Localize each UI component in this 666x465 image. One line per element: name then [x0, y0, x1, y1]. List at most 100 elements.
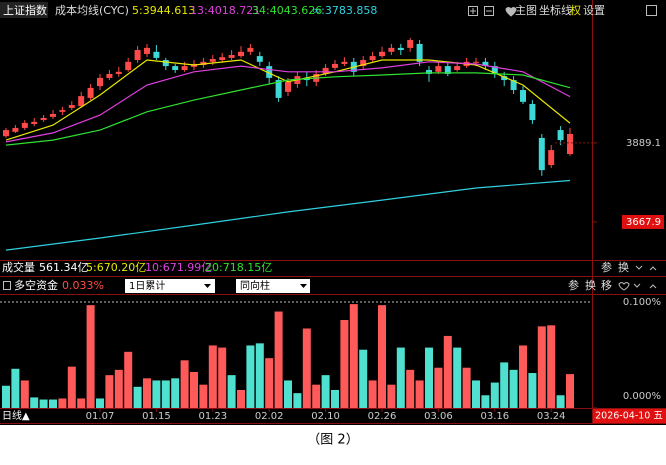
- bar: [77, 398, 86, 408]
- window-button[interactable]: [646, 5, 657, 16]
- caption: （图 2）: [307, 433, 358, 448]
- candle-body: [12, 127, 19, 132]
- candle-body: [491, 66, 498, 74]
- panel-button[interactable]: 移: [601, 279, 612, 292]
- bar: [30, 397, 39, 408]
- bar: [537, 326, 546, 408]
- symbol: 上证指数: [3, 3, 47, 17]
- candle-body: [106, 73, 113, 78]
- y-tick-label: 0.000%: [623, 391, 661, 402]
- panel-button[interactable]: 参: [568, 278, 579, 292]
- dropdown-text[interactable]: 1日累计: [129, 279, 165, 292]
- bar: [96, 398, 104, 408]
- candle-body: [473, 61, 479, 63]
- indicator-name[interactable]: 成本均线(CYC): [55, 3, 129, 17]
- ma-line: [5, 59, 571, 141]
- menu-item[interactable]: 设置: [583, 4, 605, 17]
- bar: [20, 380, 29, 408]
- bar: [58, 398, 67, 408]
- candle-body: [501, 76, 508, 81]
- menu-item[interactable]: 坐标线: [539, 3, 572, 17]
- bar: [387, 384, 396, 408]
- candle-body: [322, 67, 329, 74]
- x-tick-label: 02.02: [255, 411, 284, 422]
- volume-label: 成交量: [2, 260, 35, 274]
- bar: [406, 369, 415, 408]
- panel-button[interactable]: 换: [585, 278, 596, 292]
- panel-icons[interactable]: [618, 282, 657, 291]
- candle-body: [209, 58, 216, 62]
- candle-body: [87, 87, 94, 98]
- panel-icon[interactable]: [3, 281, 11, 290]
- candle-body: [97, 77, 103, 87]
- bar: [124, 351, 133, 408]
- candle-body: [369, 56, 376, 61]
- bar: [321, 375, 330, 408]
- bar: [425, 347, 433, 408]
- symbol-box: [0, 2, 48, 18]
- legend-entry: 5:3944.613: [132, 4, 195, 17]
- bar: [133, 386, 142, 408]
- ma-line: [5, 72, 571, 146]
- candle-body: [256, 56, 263, 62]
- bar: [105, 375, 114, 408]
- period[interactable]: 日线▲: [2, 409, 30, 422]
- candle-body: [510, 80, 517, 91]
- menu-item[interactable]: 主图: [515, 4, 537, 17]
- bar: [415, 380, 424, 408]
- panel-button[interactable]: 参: [601, 260, 612, 274]
- candle-body: [238, 51, 244, 57]
- bar: [396, 347, 405, 408]
- bar: [246, 345, 255, 408]
- candle-body: [426, 70, 432, 74]
- candle-body: [181, 66, 188, 71]
- panel-button[interactable]: 换: [618, 260, 629, 274]
- candle-body: [50, 113, 56, 117]
- x-tick-label: 03.16: [480, 411, 509, 422]
- bar: [547, 325, 556, 408]
- bar: [49, 399, 57, 408]
- y-tick-label: 3667.9: [626, 217, 661, 228]
- bar: [528, 373, 537, 408]
- x-tick-label: 01.07: [86, 411, 115, 422]
- price-box: [622, 214, 664, 229]
- bar: [302, 328, 311, 408]
- candle-body: [482, 61, 489, 67]
- candle-body: [59, 110, 66, 112]
- bar: [556, 395, 565, 408]
- candle-body: [379, 51, 385, 57]
- candle-body: [144, 47, 150, 54]
- panel-icons[interactable]: [635, 265, 657, 271]
- bar: [171, 378, 180, 408]
- dropdown-text[interactable]: 同向柱: [240, 279, 270, 292]
- dropdown[interactable]: [236, 279, 310, 293]
- x-tick-label: 01.15: [142, 411, 171, 422]
- bar: [227, 375, 236, 408]
- bar: [462, 367, 471, 408]
- bar: [284, 380, 292, 408]
- dropdown-arrow[interactable]: [204, 284, 211, 288]
- toolbar-icons[interactable]: [468, 6, 517, 17]
- candle-body: [341, 61, 348, 64]
- bar: [114, 369, 123, 408]
- candle-body: [520, 90, 526, 102]
- candle-body: [125, 61, 132, 71]
- bar: [2, 385, 10, 408]
- menu-item[interactable]: 权: [570, 4, 581, 17]
- fund-current: 0.033%: [62, 279, 104, 292]
- candle-body: [162, 60, 169, 67]
- bar: [349, 304, 358, 408]
- candle-body: [538, 137, 545, 171]
- candle-body: [444, 66, 451, 74]
- bar: [340, 320, 349, 408]
- x-tick-label: 02.26: [368, 411, 397, 422]
- candle-body: [78, 96, 85, 107]
- bar: [86, 305, 95, 408]
- candle-body: [266, 66, 273, 78]
- dropdown[interactable]: [125, 279, 215, 293]
- x-tick-label: 01.23: [198, 411, 227, 422]
- dropdown-arrow[interactable]: [300, 284, 307, 288]
- candle-body: [153, 51, 160, 58]
- bar: [500, 362, 509, 408]
